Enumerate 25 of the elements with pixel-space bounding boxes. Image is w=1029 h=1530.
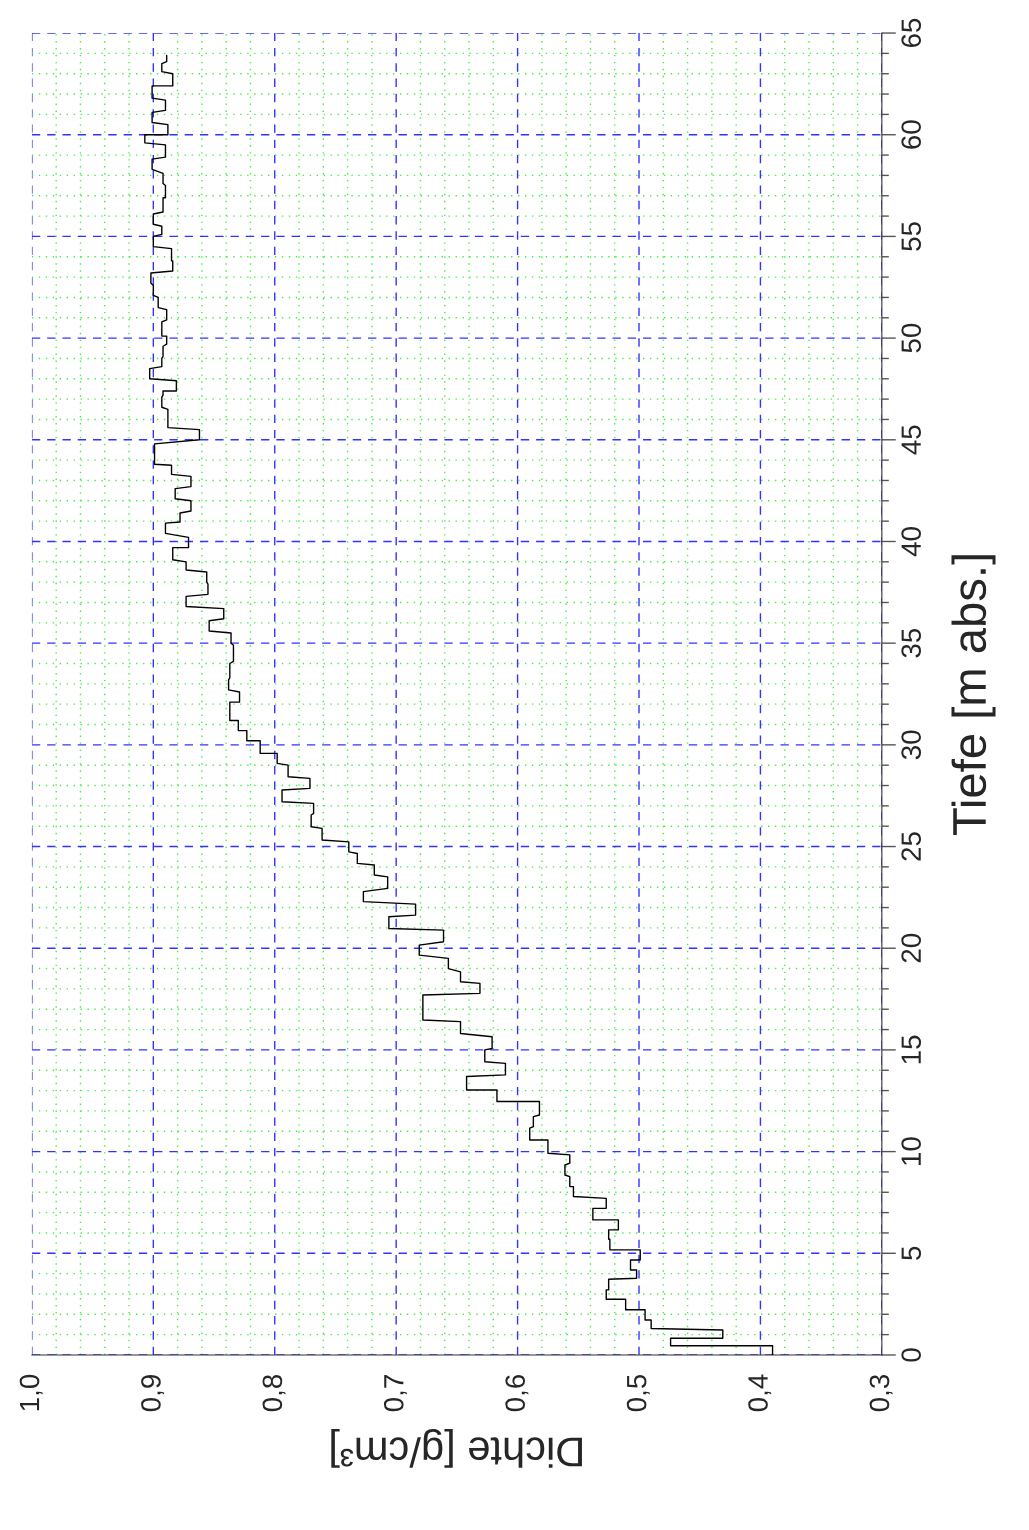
y-tick-label: 0	[901, 1348, 922, 1362]
y-tick-label: 65	[901, 18, 922, 48]
x-tick-label: 0,9	[141, 1375, 165, 1412]
y-tick-label: 5	[901, 1246, 922, 1260]
y-tick-label: 55	[901, 222, 922, 251]
line-series	[144, 54, 774, 1355]
y-tick-label: 25	[901, 832, 922, 861]
x-axis-title: Dichte [g/cm³]	[331, 1429, 582, 1468]
y-tick-label: 20	[901, 933, 922, 963]
x-tick-label: 1,0	[19, 1374, 43, 1411]
y-tick-label: 50	[901, 323, 922, 353]
x-tick-label: 0,6	[505, 1374, 529, 1412]
y-tick-label: 15	[901, 1035, 922, 1064]
x-tick-label: 0,8	[262, 1374, 286, 1412]
y-tick-label: 60	[901, 120, 922, 149]
x-tick-label: 0,7	[383, 1375, 407, 1412]
x-tick-label: 0,5	[626, 1374, 650, 1412]
y-tick-label: 40	[901, 527, 922, 557]
y-tick-label: 35	[901, 628, 922, 658]
y-tick-label: 30	[901, 730, 922, 760]
y-tick-label: 10	[901, 1137, 922, 1165]
x-tick-label: 0,4	[748, 1374, 772, 1412]
y-tick-label: 45	[901, 425, 922, 455]
y-axis-title: Tiefe [m abs.]	[951, 555, 996, 836]
x-tick-label: 0,3	[869, 1374, 893, 1412]
